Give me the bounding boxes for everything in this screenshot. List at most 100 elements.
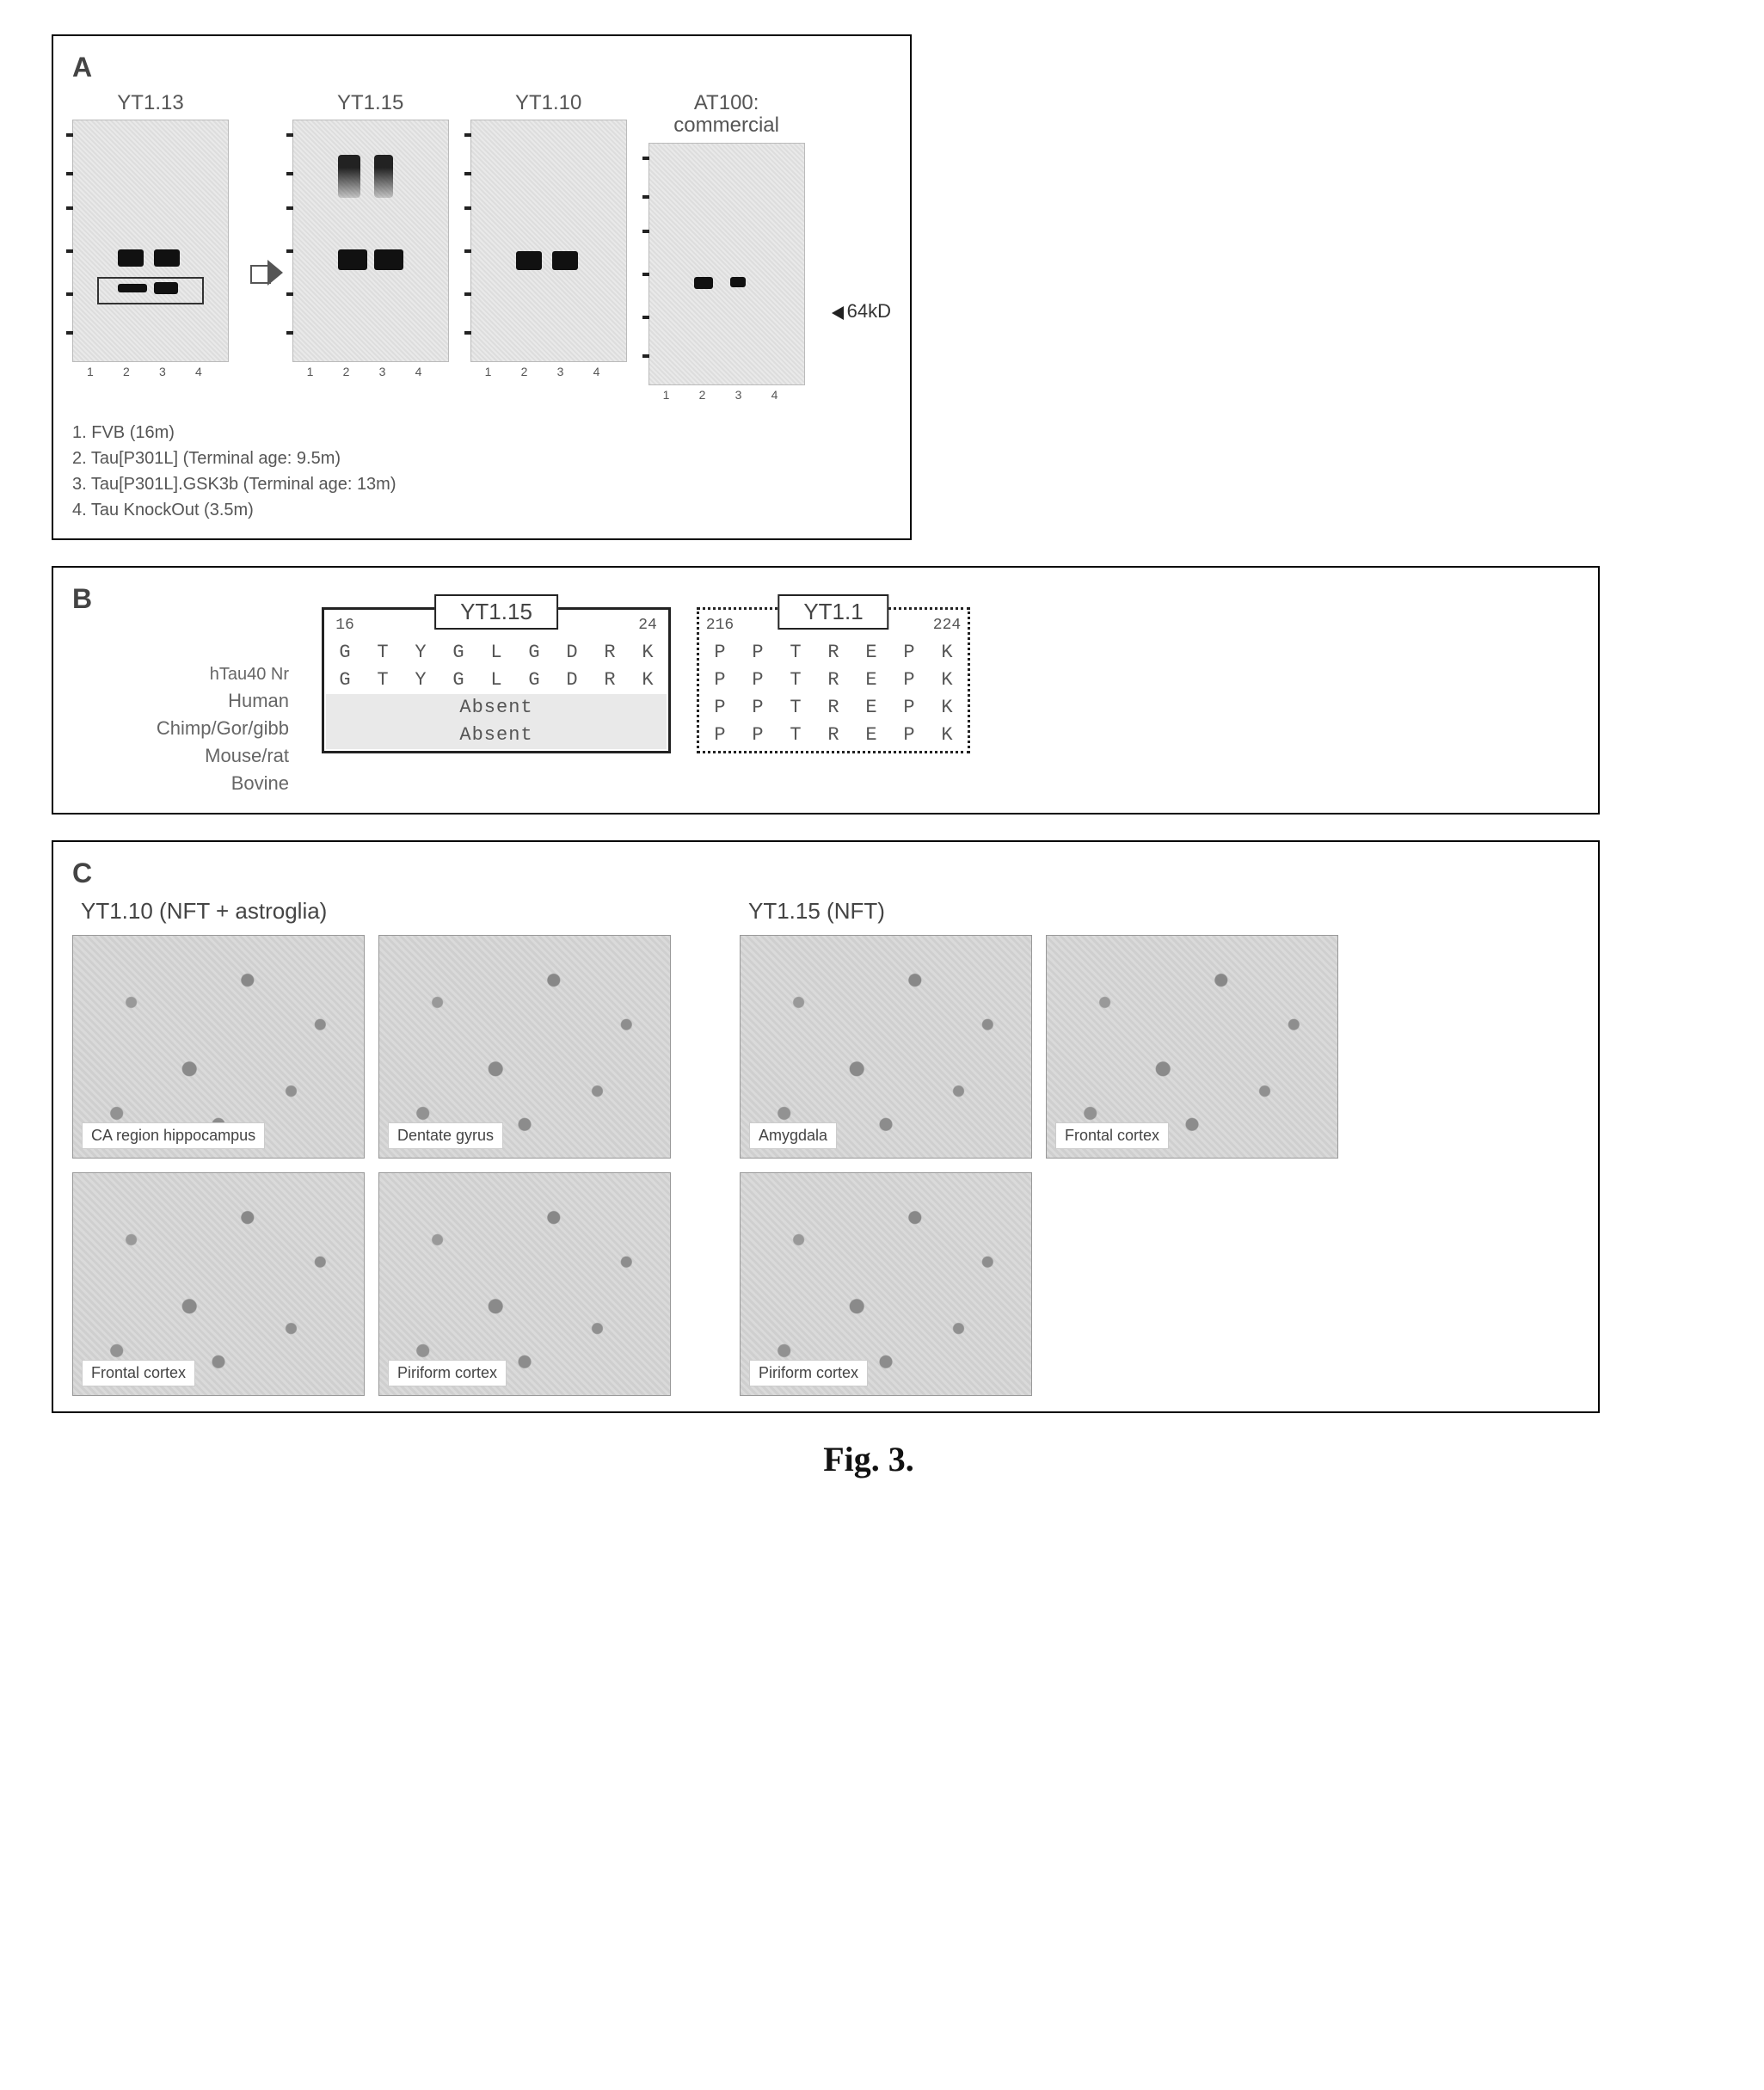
position-number: 24 (629, 612, 667, 639)
band (338, 249, 367, 270)
highlight-box (97, 277, 204, 304)
micrograph-caption: Piriform cortex (388, 1360, 507, 1386)
mw-marker (286, 249, 293, 253)
mw-marker (66, 172, 73, 175)
micrograph-caption: Dentate gyrus (388, 1122, 503, 1149)
residue-cell: G (326, 639, 364, 667)
lane-number: 1 (485, 365, 492, 378)
mw-marker (66, 249, 73, 253)
position-number: 16 (326, 612, 364, 639)
lane-number: 3 (379, 365, 386, 378)
residue-cell: L (477, 639, 515, 667)
micrograph: Piriform cortex (378, 1172, 671, 1396)
mw-marker (642, 157, 649, 160)
mw-marker (66, 331, 73, 335)
lane-number: 2 (343, 365, 350, 378)
mw-marker (286, 206, 293, 210)
mw-marker (464, 133, 471, 137)
blot-group: YT1.101234 (470, 92, 627, 362)
lane-number: 1 (307, 365, 314, 378)
residue-cell: T (777, 722, 814, 749)
lane-number: 1 (87, 365, 94, 378)
position-number (591, 612, 629, 639)
blot-title: AT100:commercial (673, 92, 779, 138)
species-row: Human (72, 687, 296, 715)
residue-cell: P (701, 639, 739, 667)
residue-cell: R (591, 667, 629, 694)
micrograph-caption: Piriform cortex (749, 1360, 868, 1386)
panel-c-left-group: YT1.10 (NFT + astroglia) CA region hippo… (72, 898, 671, 1396)
figure-caption: Fig. 3. (52, 1439, 1686, 1479)
mw-marker (66, 292, 73, 296)
panel-c-label: C (72, 858, 92, 889)
western-blot: 1234 (292, 120, 449, 362)
blot-title: YT1.13 (117, 92, 183, 114)
legend-line: 4. Tau KnockOut (3.5m) (72, 497, 891, 523)
species-row: Bovine (72, 770, 296, 797)
band (516, 251, 542, 270)
mw-marker (464, 206, 471, 210)
mw-marker (66, 206, 73, 210)
band (374, 155, 393, 198)
panel-c: C YT1.10 (NFT + astroglia) CA region hip… (52, 840, 1600, 1413)
micrograph: CA region hippocampus (72, 935, 365, 1159)
blot-title: YT1.10 (515, 92, 581, 114)
micrograph-caption: Frontal cortex (82, 1360, 195, 1386)
position-number (890, 612, 928, 639)
sequence-table: 1624GTYGLGDRKGTYGLGDRKAbsentAbsent (326, 612, 667, 749)
residue-cell: G (515, 667, 553, 694)
c-right-title: YT1.15 (NFT) (748, 898, 1338, 925)
panel-c-right-group: YT1.15 (NFT) AmygdalaFrontal cortexPirif… (740, 898, 1338, 1396)
blot-group: YT1.151234 (292, 92, 449, 362)
micrograph-grid-left: CA region hippocampus Dentate gyrus Fronta… (72, 935, 671, 1396)
residue-cell: P (701, 667, 739, 694)
mw-marker (286, 133, 293, 137)
residue-cell: Y (402, 667, 439, 694)
western-blot: 1234 (648, 143, 805, 385)
panel-a-legend: 1. FVB (16m)2. Tau[P301L] (Terminal age:… (72, 420, 891, 523)
residue-cell: K (928, 639, 966, 667)
micrograph-caption: Amygdala (749, 1122, 837, 1149)
residue-cell: R (814, 667, 852, 694)
band (338, 155, 360, 198)
residue-cell: P (739, 667, 777, 694)
residue-cell: K (928, 722, 966, 749)
epitope-box-yt1.15: YT1.151624GTYGLGDRKGTYGLGDRKAbsentAbsent (322, 607, 671, 753)
species-row: Mouse/rat (72, 742, 296, 770)
residue-cell: P (739, 639, 777, 667)
panel-a: A YT1.131234YT1.151234YT1.101234AT100:co… (52, 34, 912, 540)
mw-marker (66, 133, 73, 137)
lane-number: 2 (521, 365, 528, 378)
band (118, 249, 144, 267)
residue-cell: P (701, 722, 739, 749)
residue-cell: R (814, 722, 852, 749)
residue-cell: G (439, 639, 477, 667)
residue-cell: D (553, 639, 591, 667)
residue-cell: P (739, 722, 777, 749)
residue-cell: P (890, 667, 928, 694)
residue-cell: R (591, 639, 629, 667)
residue-cell: T (777, 694, 814, 722)
residue-cell: K (928, 667, 966, 694)
residue-cell: E (852, 722, 890, 749)
lane-number: 4 (771, 388, 778, 402)
species-row: Chimp/Gor/gibb (72, 715, 296, 742)
residue-cell: P (890, 722, 928, 749)
legend-line: 2. Tau[P301L] (Terminal age: 9.5m) (72, 446, 891, 471)
micrograph: Amygdala (740, 935, 1032, 1159)
band (730, 277, 746, 287)
epitope-title: YT1.15 (434, 594, 558, 630)
lane-number: 4 (593, 365, 600, 378)
residue-cell: T (364, 667, 402, 694)
epitope-title: YT1.1 (778, 594, 888, 630)
micrograph: Piriform cortex (740, 1172, 1032, 1396)
residue-cell: R (814, 639, 852, 667)
position-number (364, 612, 402, 639)
epitope-box-yt1.1: YT1.1216224PPTREPKPPTREPKPPTREPKPPTREPK (697, 607, 970, 753)
residue-cell: T (777, 639, 814, 667)
panel-b-rowheads: hTau40 Nr Human Chimp/Gor/gibb Mouse/rat… (72, 624, 296, 797)
blot-group: YT1.131234 (72, 92, 229, 362)
residue-cell: K (629, 667, 667, 694)
micrograph-caption: CA region hippocampus (82, 1122, 265, 1149)
legend-line: 3. Tau[P301L].GSK3b (Terminal age: 13m) (72, 471, 891, 497)
